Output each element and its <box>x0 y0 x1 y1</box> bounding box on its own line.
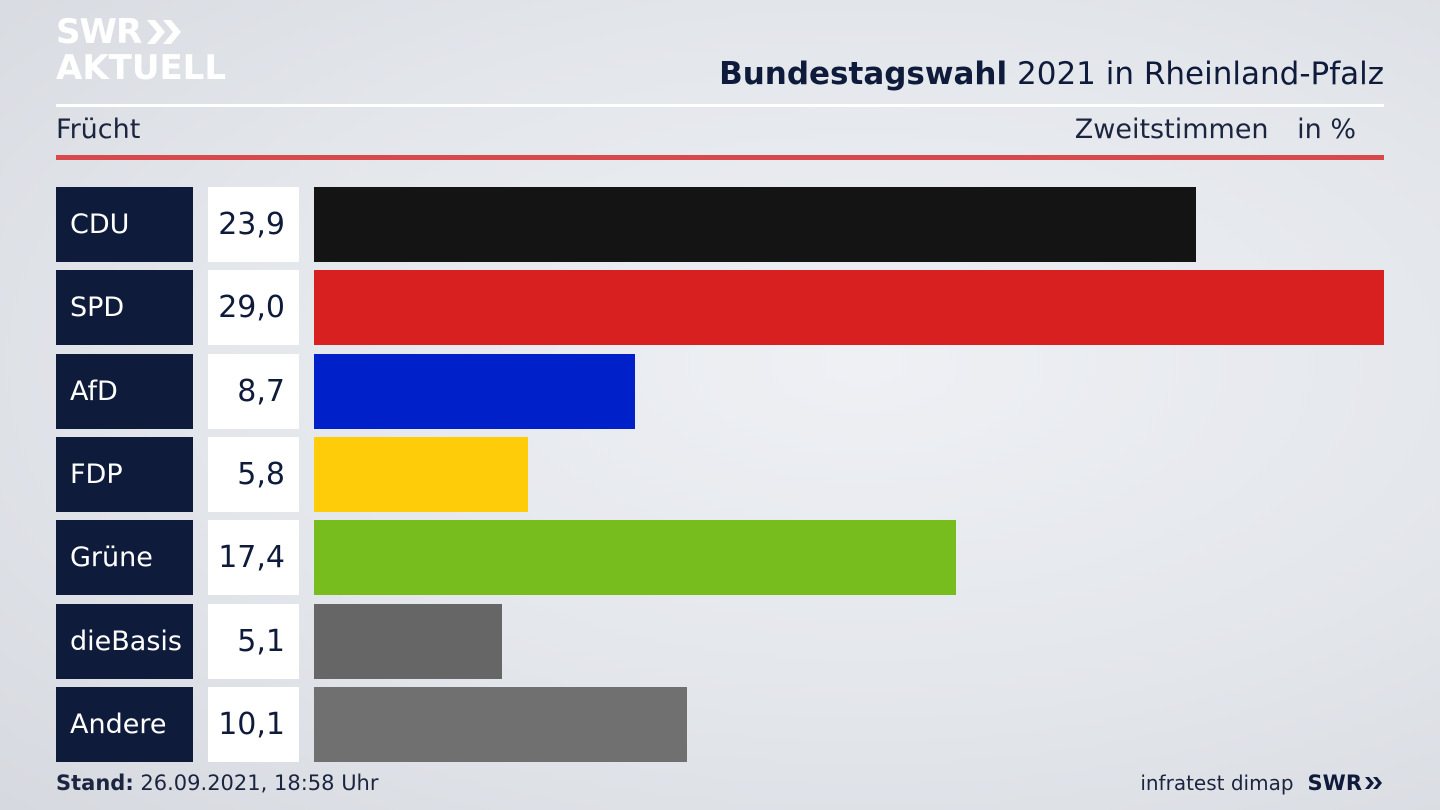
footer-timestamp: Stand: 26.09.2021, 18:58 Uhr <box>56 771 379 795</box>
bar <box>314 603 503 679</box>
chart-title: Bundestagswahl 2021 in Rheinland-Pfalz <box>719 56 1384 92</box>
value-label: 5,1 <box>208 603 299 679</box>
header-divider <box>56 104 1384 107</box>
bar <box>314 436 528 512</box>
value-label: 8,7 <box>208 353 299 429</box>
bar-row-andere: Andere 10,1 <box>56 686 1384 762</box>
bar-row-diebasis: dieBasis 5,1 <box>56 603 1384 679</box>
value-label: 23,9 <box>208 187 299 262</box>
party-label: SPD <box>56 270 193 346</box>
stand-label: Stand: <box>56 771 134 795</box>
value-label: 17,4 <box>208 520 299 596</box>
subtitle-zweitstimmen: Zweitstimmen <box>1074 114 1269 145</box>
subtitle-left: Frücht <box>56 114 141 145</box>
logo-swr-text: SWR <box>56 12 142 52</box>
party-label: CDU <box>56 187 193 262</box>
bar-row-gr-ne: Grüne 17,4 <box>56 520 1384 596</box>
title-bold: Bundestagswahl <box>719 56 1008 92</box>
bar-row-cdu: CDU 23,9 <box>56 187 1384 262</box>
footer-source: infratest dimap SWR <box>1140 771 1384 795</box>
stand-value: 26.09.2021, 18:58 Uhr <box>140 771 379 795</box>
swr-aktuell-logo: SWR AKTUELL <box>56 14 226 86</box>
party-label: Andere <box>56 686 193 762</box>
bar <box>314 187 1196 262</box>
subtitle-unit: in % <box>1297 114 1356 145</box>
double-chevron-icon <box>1365 777 1382 789</box>
bar <box>314 686 687 762</box>
bar-row-afd: AfD 8,7 <box>56 353 1384 429</box>
title-rest: 2021 in Rheinland-Pfalz <box>1017 56 1384 92</box>
bar <box>314 353 635 429</box>
source-label: infratest dimap <box>1140 771 1294 795</box>
value-label: 5,8 <box>208 436 299 512</box>
value-label: 29,0 <box>208 270 299 346</box>
party-label: FDP <box>56 436 193 512</box>
party-label: dieBasis <box>56 603 193 679</box>
party-label: Grüne <box>56 520 193 596</box>
footer-swr-logo: SWR <box>1308 771 1384 795</box>
bar <box>314 270 1384 346</box>
logo-aktuell-text: AKTUELL <box>56 48 227 88</box>
bar <box>314 520 956 596</box>
footer-swr-text: SWR <box>1307 771 1362 795</box>
accent-divider <box>56 155 1384 160</box>
bar-row-fdp: FDP 5,8 <box>56 436 1384 512</box>
subtitle-right: Zweitstimmen in % <box>1075 114 1356 145</box>
party-label: AfD <box>56 353 193 429</box>
double-chevron-icon <box>147 20 182 44</box>
value-label: 10,1 <box>208 686 299 762</box>
bar-row-spd: SPD 29,0 <box>56 270 1384 346</box>
